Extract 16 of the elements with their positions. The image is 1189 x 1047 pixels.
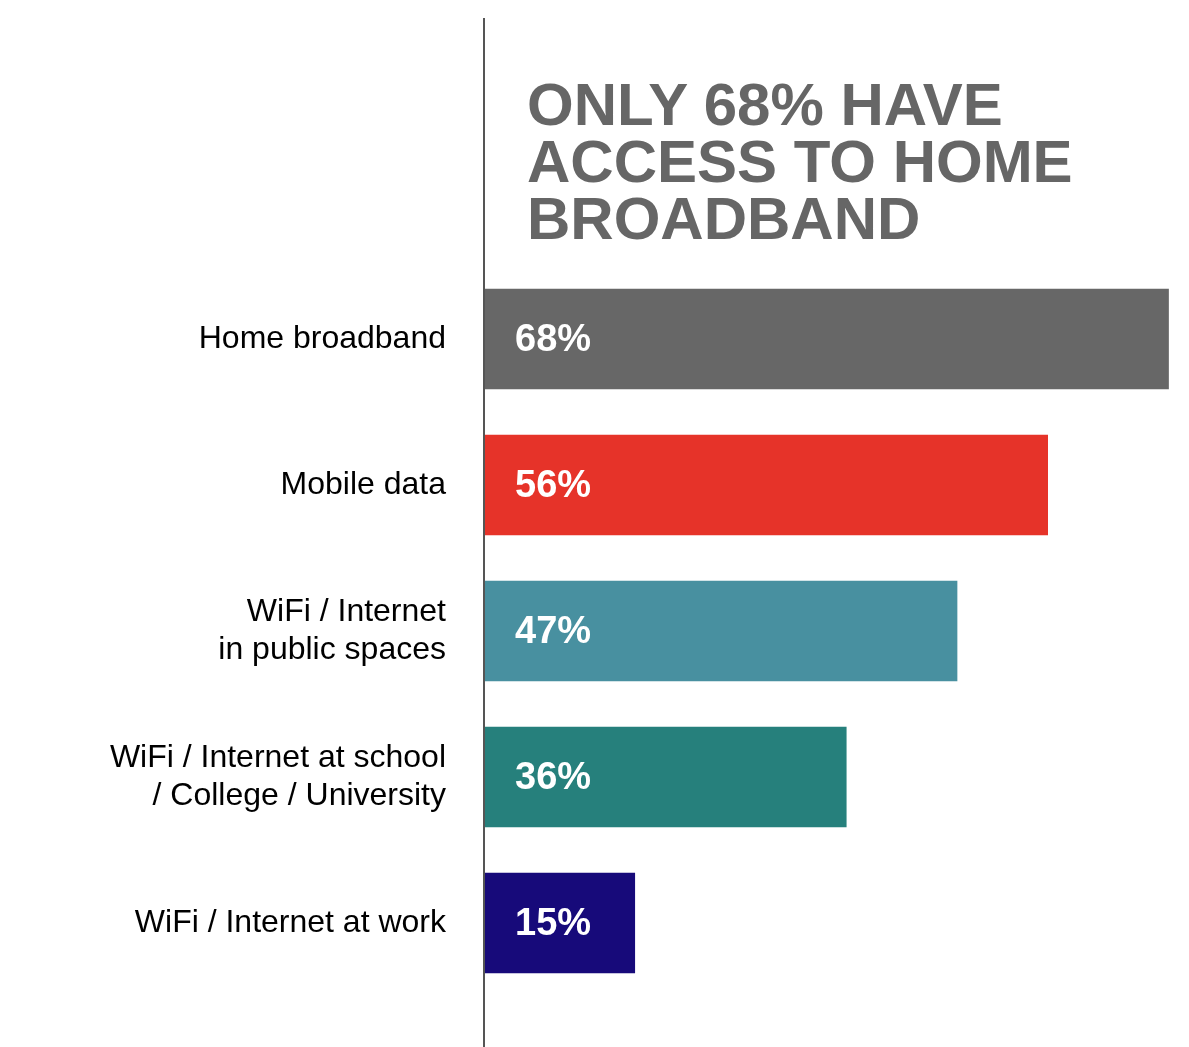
data-label: 47% [515, 609, 592, 652]
y-tick-label: Mobile data [280, 464, 447, 501]
y-tick-label: WiFi / Internet at school / College / University [109, 737, 446, 813]
bar [484, 288, 1169, 390]
chart-title: ONLY 68% HAVE ACCESS TO HOME BROADBAND [527, 71, 1074, 252]
bar [484, 726, 847, 828]
data-label: 15% [515, 901, 592, 944]
bar [484, 872, 636, 974]
data-label: 36% [515, 755, 592, 798]
y-tick-label: Home broadband [198, 318, 446, 355]
bar [484, 580, 958, 682]
y-tick-label: WiFi / Internet at work [134, 902, 447, 939]
data-label: 56% [515, 463, 592, 506]
data-label: 68% [515, 317, 592, 360]
y-tick-label: WiFi / Internet in public spaces [218, 591, 447, 667]
bar [484, 434, 1048, 536]
